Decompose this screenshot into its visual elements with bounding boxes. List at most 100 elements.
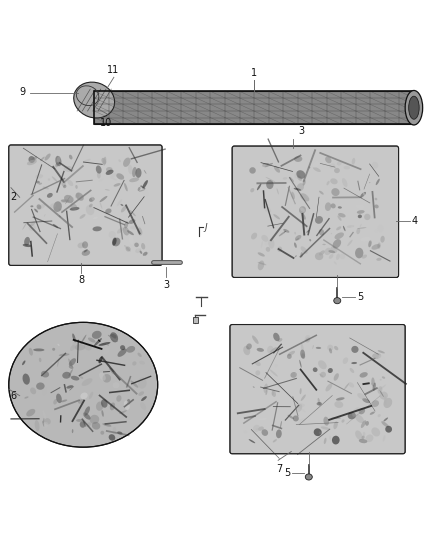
Ellipse shape <box>140 251 142 254</box>
Ellipse shape <box>35 174 43 179</box>
Ellipse shape <box>385 426 392 433</box>
Ellipse shape <box>343 166 350 169</box>
Text: 3: 3 <box>163 280 170 289</box>
Ellipse shape <box>295 238 299 241</box>
Ellipse shape <box>134 187 142 190</box>
Ellipse shape <box>84 249 88 253</box>
Ellipse shape <box>308 209 313 217</box>
Ellipse shape <box>72 341 80 350</box>
Ellipse shape <box>298 418 306 424</box>
Ellipse shape <box>72 334 76 342</box>
Ellipse shape <box>70 204 77 210</box>
Ellipse shape <box>405 91 423 125</box>
Ellipse shape <box>368 240 372 247</box>
Ellipse shape <box>138 353 142 357</box>
Ellipse shape <box>328 368 333 373</box>
Ellipse shape <box>266 180 274 189</box>
Ellipse shape <box>342 419 345 423</box>
Ellipse shape <box>22 222 27 230</box>
Ellipse shape <box>363 432 365 436</box>
Ellipse shape <box>360 224 362 227</box>
Ellipse shape <box>139 189 145 192</box>
Ellipse shape <box>253 386 255 388</box>
Ellipse shape <box>369 239 374 241</box>
Ellipse shape <box>65 196 71 204</box>
Ellipse shape <box>340 254 345 259</box>
Ellipse shape <box>31 156 37 163</box>
Ellipse shape <box>30 221 35 226</box>
Ellipse shape <box>267 346 273 354</box>
Ellipse shape <box>127 399 131 405</box>
Ellipse shape <box>138 377 147 389</box>
Ellipse shape <box>83 159 91 163</box>
Ellipse shape <box>53 399 57 405</box>
Ellipse shape <box>40 157 45 161</box>
Ellipse shape <box>258 418 267 420</box>
Ellipse shape <box>59 208 63 211</box>
Ellipse shape <box>372 400 379 407</box>
Ellipse shape <box>75 344 85 350</box>
Ellipse shape <box>26 409 35 416</box>
Ellipse shape <box>268 239 275 249</box>
Ellipse shape <box>343 226 346 231</box>
Ellipse shape <box>382 376 385 379</box>
Ellipse shape <box>34 232 38 236</box>
Ellipse shape <box>314 429 321 436</box>
Text: 3: 3 <box>298 126 304 136</box>
Ellipse shape <box>352 158 355 165</box>
Ellipse shape <box>378 384 386 391</box>
Ellipse shape <box>80 421 85 428</box>
Ellipse shape <box>53 201 62 212</box>
Ellipse shape <box>42 387 47 395</box>
Ellipse shape <box>327 345 333 351</box>
Ellipse shape <box>52 361 57 365</box>
Ellipse shape <box>264 207 271 213</box>
Ellipse shape <box>295 235 301 240</box>
Ellipse shape <box>105 189 110 190</box>
Ellipse shape <box>291 192 295 199</box>
Ellipse shape <box>68 359 73 367</box>
Ellipse shape <box>126 246 131 252</box>
Text: 8: 8 <box>78 276 84 286</box>
Ellipse shape <box>261 429 268 436</box>
Ellipse shape <box>78 243 85 248</box>
Ellipse shape <box>75 185 78 189</box>
Ellipse shape <box>130 225 141 230</box>
Ellipse shape <box>69 366 74 369</box>
Ellipse shape <box>42 187 49 189</box>
Ellipse shape <box>57 156 60 163</box>
Ellipse shape <box>64 195 74 203</box>
Ellipse shape <box>108 335 118 342</box>
Ellipse shape <box>265 163 273 167</box>
Ellipse shape <box>350 222 353 230</box>
Ellipse shape <box>116 173 124 180</box>
Bar <box>94 91 414 124</box>
Ellipse shape <box>55 156 61 166</box>
Ellipse shape <box>41 371 49 377</box>
Ellipse shape <box>272 391 274 395</box>
Ellipse shape <box>334 297 341 304</box>
Ellipse shape <box>319 431 321 434</box>
Ellipse shape <box>300 350 305 358</box>
Ellipse shape <box>363 191 366 198</box>
Ellipse shape <box>381 369 383 374</box>
Ellipse shape <box>335 232 344 239</box>
Ellipse shape <box>318 398 321 406</box>
Ellipse shape <box>112 238 117 246</box>
Ellipse shape <box>117 349 127 357</box>
Ellipse shape <box>336 227 341 230</box>
Ellipse shape <box>351 362 357 364</box>
Ellipse shape <box>273 343 281 349</box>
Ellipse shape <box>371 427 380 437</box>
Text: 4: 4 <box>412 215 418 225</box>
Ellipse shape <box>142 180 148 189</box>
Ellipse shape <box>131 381 138 387</box>
Ellipse shape <box>257 348 264 352</box>
Ellipse shape <box>329 164 335 168</box>
Ellipse shape <box>129 219 135 224</box>
Ellipse shape <box>312 161 320 168</box>
Ellipse shape <box>9 322 158 447</box>
Ellipse shape <box>135 168 141 178</box>
Ellipse shape <box>274 166 280 173</box>
Ellipse shape <box>383 417 388 422</box>
